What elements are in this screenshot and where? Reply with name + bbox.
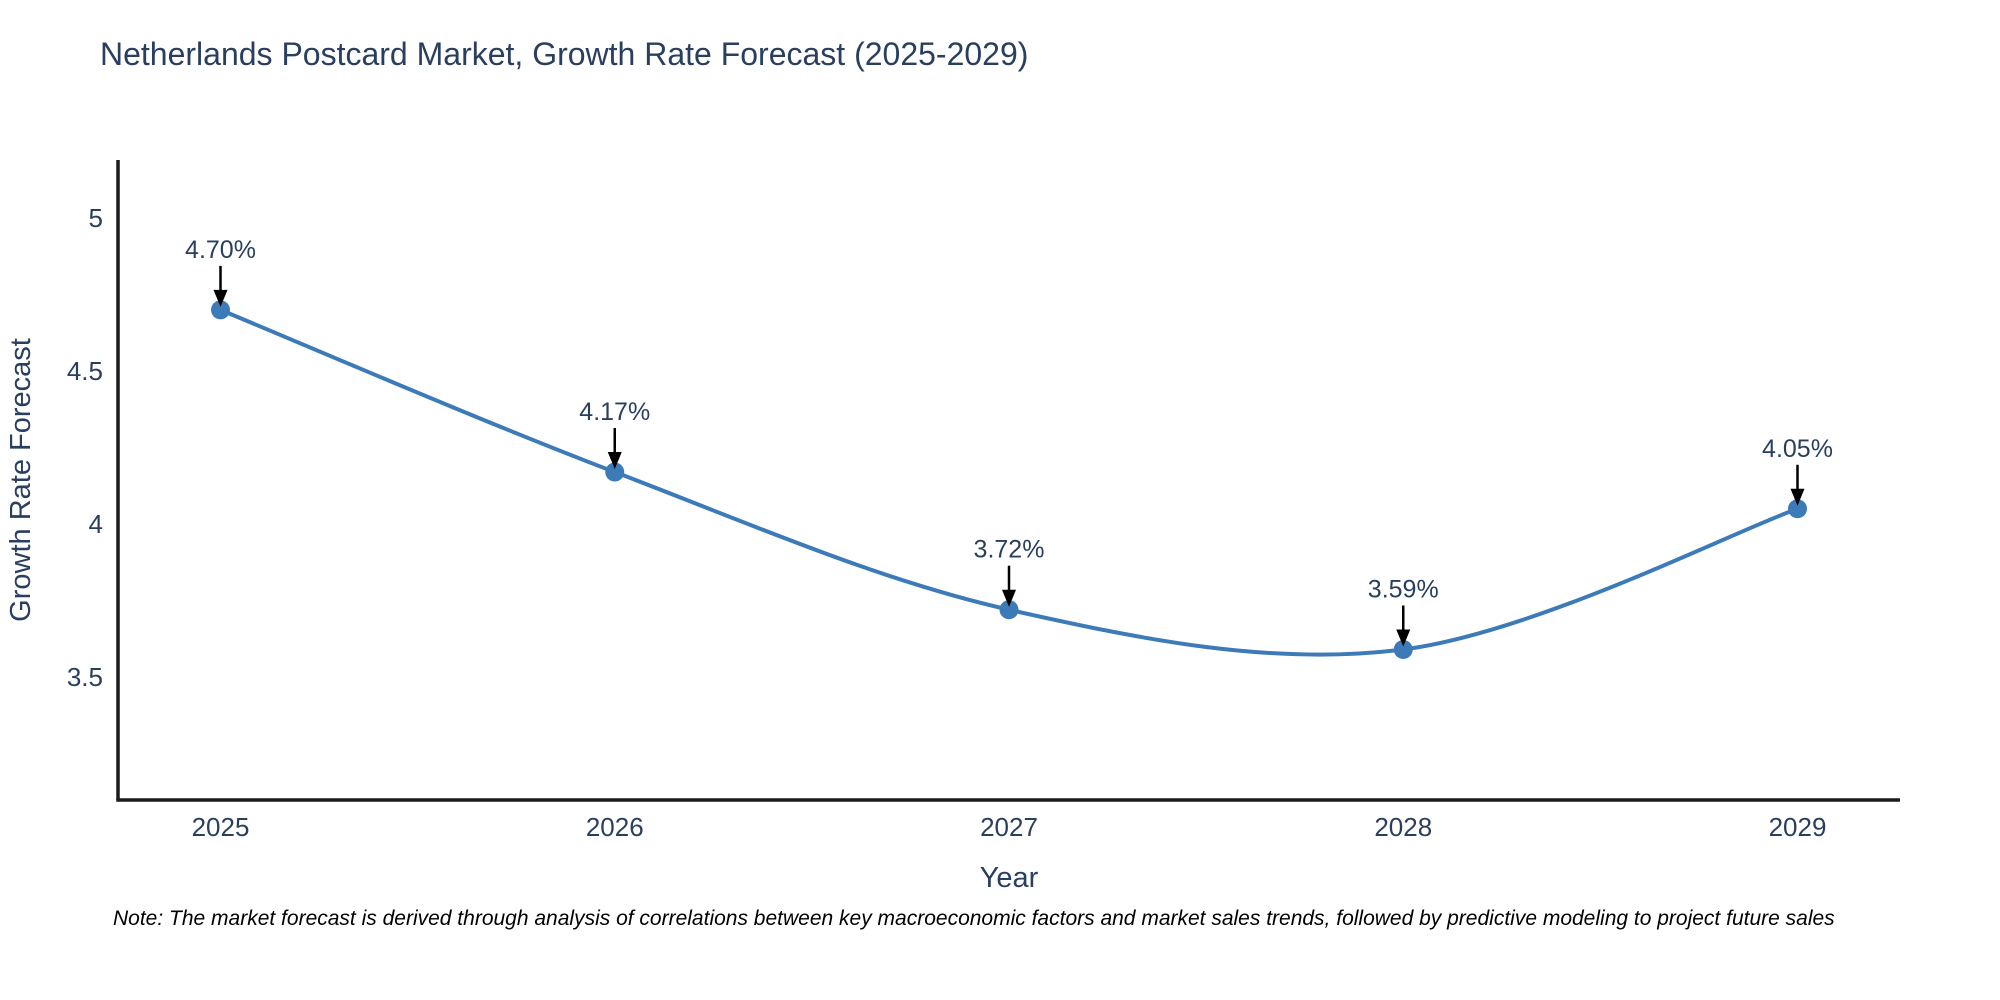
annotation-arrowhead-icon (1790, 488, 1805, 506)
y-tick-label: 4 (89, 509, 103, 539)
growth-rate-trace (211, 300, 1807, 659)
chart-footnote: Note: The market forecast is derived thr… (113, 907, 1835, 930)
x-tick-label: 2028 (1374, 812, 1432, 842)
point-annotations: 4.70% 4.17% 3.72% 3.59% 4.05% (185, 236, 1833, 647)
annotation-arrowhead-icon (607, 452, 622, 470)
x-tick-label: 2027 (980, 812, 1038, 842)
data-point-marker[interactable] (605, 462, 625, 482)
x-axis-tick-labels: 2025 2026 2027 2028 2029 (192, 812, 1827, 842)
x-tick-label: 2025 (192, 812, 250, 842)
annotation-arrowhead-icon (1396, 629, 1411, 647)
data-point-marker[interactable] (1787, 499, 1807, 519)
x-tick-label: 2029 (1769, 812, 1827, 842)
x-tick-label: 2026 (586, 812, 644, 842)
point-value-label: 3.72% (974, 536, 1045, 564)
data-point-marker[interactable] (1393, 639, 1413, 659)
annotation-arrowhead-icon (213, 289, 228, 307)
x-axis-title: Year (980, 862, 1039, 894)
y-axis-title: Growth Rate Forecast (5, 338, 37, 622)
y-tick-label: 5 (89, 203, 103, 233)
y-axis-tick-labels: 3.5 4 4.5 5 (67, 203, 103, 692)
point-value-label: 3.59% (1368, 575, 1439, 603)
y-tick-label: 4.5 (67, 356, 103, 386)
annotation-arrowhead-icon (1002, 589, 1016, 607)
data-point-marker[interactable] (999, 600, 1019, 620)
point-value-label: 4.05% (1762, 435, 1833, 463)
point-value-label: 4.70% (185, 236, 256, 264)
y-tick-label: 3.5 (67, 662, 103, 692)
data-point-marker[interactable] (211, 300, 231, 320)
point-value-label: 4.17% (579, 398, 650, 426)
chart-title: Netherlands Postcard Market, Growth Rate… (100, 36, 1029, 72)
